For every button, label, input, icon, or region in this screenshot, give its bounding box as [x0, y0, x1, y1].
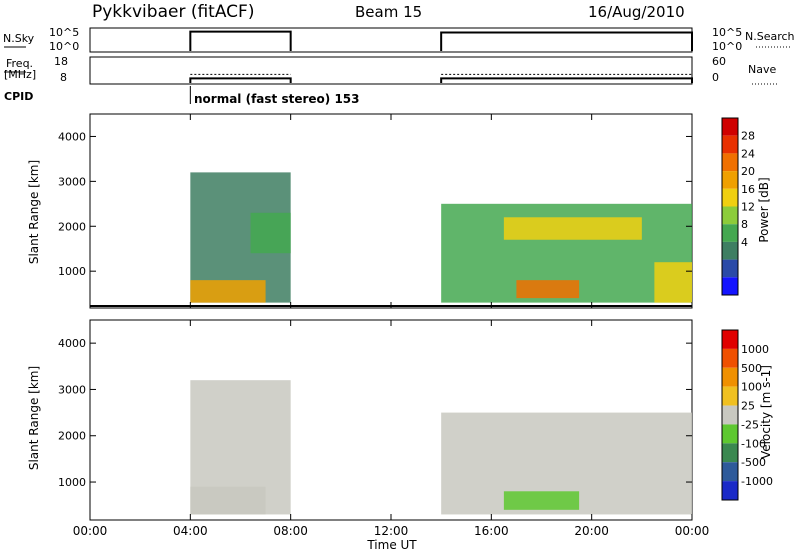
velocity-colorbar-label-2: 500 — [741, 362, 762, 375]
power-region-7 — [654, 262, 692, 303]
power-ytick-label-1: 4000 — [58, 130, 86, 143]
velocity-colorbar-label-5: -25 — [741, 418, 759, 431]
nave-tick-bottom: 0 — [712, 71, 719, 84]
velocity-colorbar-label-6: -100 — [741, 437, 766, 450]
station-title: Pykkvibaer (fitACF) — [92, 2, 254, 22]
power-region-2 — [190, 280, 266, 303]
nsky-tick-bottom: 10^0 — [49, 40, 79, 53]
velocity-ytick-label-1: 4000 — [58, 337, 86, 350]
nsearch-tick-top: 10^5 — [712, 26, 742, 39]
velocity-region-4 — [503, 491, 580, 510]
velocity-colorbar-label-7: -500 — [741, 456, 766, 469]
xtick-label-6: 20:00 — [574, 524, 609, 538]
power-colorbar-frame — [721, 117, 739, 296]
nsky-series-1 — [189, 30, 292, 51]
power-colorbar-swatch-10 — [722, 277, 738, 295]
freq-tick-top: 18 — [54, 55, 68, 68]
nsky-series-2 — [440, 31, 693, 51]
xtick-label-1: 00:00 — [73, 524, 108, 538]
freq-panel-frame — [89, 56, 693, 85]
power-ylabel: Slant Range [km] — [27, 160, 41, 264]
power-colorbar-label-4: 16 — [741, 183, 755, 196]
power-colorbar-label-2: 24 — [741, 147, 755, 160]
power-colorbar-swatch-7 — [722, 224, 738, 242]
power-region-5 — [503, 217, 642, 240]
xtick-label-7: 00:00 — [675, 524, 710, 538]
freq-tick-bottom: 8 — [60, 71, 67, 84]
velocity-colorbar-swatch-7 — [722, 443, 738, 463]
power-colorbar-swatch-3 — [722, 153, 738, 172]
power-colorbar-label-1: 28 — [741, 130, 755, 143]
velocity-colorbar-label-4: 25 — [741, 400, 755, 413]
power-colorbar-swatch-5 — [722, 188, 738, 207]
velocity-ylabel: Slant Range [km] — [27, 366, 41, 470]
power-colorbar-label-3: 20 — [741, 165, 755, 178]
freq-label: Freq. — [6, 57, 33, 70]
cpid-mode-text: normal (fast stereo) 153 — [194, 92, 360, 106]
power-colorbar-swatch-6 — [722, 206, 738, 225]
beam-label: Beam 15 — [355, 3, 422, 21]
cpid-label: CPID — [4, 90, 33, 103]
velocity-region-2 — [190, 486, 266, 515]
velocity-colorbar-swatch-3 — [722, 367, 738, 387]
power-colorbar-swatch-2 — [722, 135, 738, 154]
velocity-colorbar-frame — [721, 329, 739, 501]
power-colorbar-label-7: 4 — [741, 236, 748, 249]
velocity-colorbar-label-3: 100 — [741, 381, 762, 394]
velocity-ytick-label-2: 3000 — [58, 383, 86, 396]
power-region-6 — [516, 280, 580, 299]
power-region-3 — [250, 212, 291, 254]
xtick-label-4: 12:00 — [374, 524, 409, 538]
velocity-scale-label: Velocity [m s-1] — [759, 365, 773, 459]
xaxis-title: Time UT — [366, 538, 417, 552]
date-label: 16/Aug/2010 — [588, 3, 685, 21]
freq-unit: [MHz] — [4, 68, 36, 81]
power-colorbar-swatch-1 — [722, 118, 738, 136]
velocity-colorbar-swatch-2 — [722, 348, 738, 368]
freq-series-1 — [189, 77, 292, 83]
power-colorbar-swatch-4 — [722, 171, 738, 189]
velocity-ytick-label-4: 1000 — [58, 476, 86, 489]
xtick-label-2: 04:00 — [173, 524, 208, 538]
power-ytick-label-3: 2000 — [58, 220, 86, 233]
velocity-colorbar-swatch-6 — [722, 424, 738, 444]
nsearch-tick-bottom: 10^0 — [712, 40, 742, 53]
power-colorbar-swatch-8 — [722, 241, 738, 260]
power-colorbar-swatch-9 — [722, 259, 738, 278]
power-ytick-label-2: 3000 — [58, 175, 86, 188]
nsky-tick-top: 10^5 — [49, 26, 79, 39]
power-ytick-label-4: 1000 — [58, 265, 86, 278]
xtick-label-5: 16:00 — [474, 524, 509, 538]
freq-series-2 — [440, 77, 693, 83]
xtick-label-3: 08:00 — [273, 524, 308, 538]
power-colorbar-label-6: 8 — [741, 218, 748, 231]
velocity-colorbar-label-1: 1000 — [741, 343, 769, 356]
velocity-colorbar-swatch-5 — [722, 405, 738, 425]
velocity-colorbar-swatch-9 — [722, 481, 738, 500]
velocity-colorbar-label-8: -1000 — [741, 475, 773, 488]
nsearch-label: N.Search — [745, 30, 795, 43]
nsky-label: N.Sky — [3, 32, 35, 45]
power-colorbar-label-5: 12 — [741, 201, 755, 214]
velocity-ytick-label-3: 2000 — [58, 430, 86, 443]
nave-label: Nave — [748, 63, 776, 76]
nave-tick-top: 60 — [712, 55, 726, 68]
velocity-colorbar-swatch-1 — [722, 330, 738, 349]
velocity-colorbar-swatch-8 — [722, 462, 738, 482]
velocity-colorbar-swatch-4 — [722, 386, 738, 406]
power-scale-label: Power [dB] — [757, 177, 771, 242]
